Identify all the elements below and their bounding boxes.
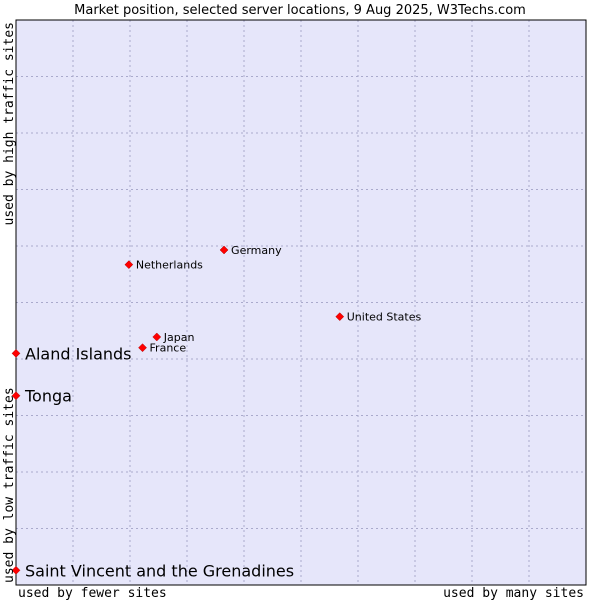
point-marker xyxy=(11,391,21,401)
point-label: United States xyxy=(347,311,422,324)
point-netherlands: Netherlands xyxy=(124,259,203,272)
y-axis-label-bottom: used by low traffic sites xyxy=(2,387,17,583)
data-points: Germany Netherlands United States JapanFran… xyxy=(11,244,422,580)
point-marker xyxy=(124,260,134,269)
point-tonga: Tonga xyxy=(11,387,72,406)
point-label: Tonga xyxy=(24,387,72,406)
point-germany: Germany xyxy=(219,244,282,257)
point-label: Netherlands xyxy=(136,259,203,272)
point-aland-islands: Aland Islands xyxy=(11,344,132,363)
point-marker xyxy=(11,565,21,575)
point-label: Japan xyxy=(163,331,195,344)
y-axis-label-top: used by high traffic sites xyxy=(2,22,17,226)
point-united-states: United States xyxy=(335,311,422,324)
point-marker xyxy=(335,312,345,321)
point-france: France xyxy=(138,342,187,355)
point-label: Germany xyxy=(231,244,282,257)
point-label: Aland Islands xyxy=(25,344,132,363)
point-marker xyxy=(219,245,229,255)
chart-title: Market position, selected server locatio… xyxy=(74,3,526,18)
point-label: Saint Vincent and the Grenadines xyxy=(25,561,294,580)
point-marker xyxy=(138,343,147,353)
x-axis-label-right: used by many sites xyxy=(443,586,584,600)
x-axis-label-left: used by fewer sites xyxy=(18,586,167,600)
point-marker xyxy=(11,348,21,358)
point-marker xyxy=(152,332,162,342)
point-saint-vincent-and-the-grenadines: Saint Vincent and the Grenadines xyxy=(11,561,294,580)
point-japan: Japan xyxy=(152,331,195,344)
grid-lines xyxy=(16,20,586,585)
point-label: France xyxy=(150,342,187,355)
plot-border xyxy=(15,19,587,586)
